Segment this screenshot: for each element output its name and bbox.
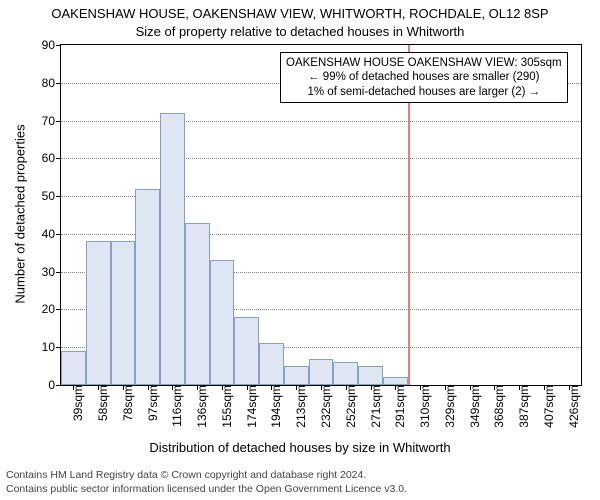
xtick-label: 387sqm <box>515 385 531 428</box>
footer-line-2: Contains public sector information licen… <box>6 482 407 496</box>
xtick-label: 291sqm <box>391 385 407 428</box>
gridline <box>61 121 581 122</box>
xtick-label: 136sqm <box>193 385 209 428</box>
histogram-bar <box>160 113 185 385</box>
xtick-label: 39sqm <box>69 385 85 421</box>
xtick-label: 329sqm <box>441 385 457 428</box>
histogram-bar <box>111 241 136 385</box>
xtick-label: 349sqm <box>466 385 482 428</box>
histogram-bar <box>259 343 284 385</box>
xtick-label: 310sqm <box>416 385 432 428</box>
xtick-label: 155sqm <box>218 385 234 428</box>
xtick-label: 368sqm <box>490 385 506 428</box>
chart-container: OAKENSHAW HOUSE, OAKENSHAW VIEW, WHITWOR… <box>0 0 600 500</box>
annotation-line-3: 1% of semi-detached houses are larger (2… <box>286 85 562 99</box>
ytick-label: 50 <box>42 189 61 203</box>
xtick-label: 232sqm <box>317 385 333 428</box>
histogram-bar <box>185 223 210 385</box>
ytick-label: 80 <box>42 76 61 90</box>
y-axis-label: Number of detached properties <box>13 124 28 303</box>
histogram-bar <box>210 260 235 385</box>
xtick-label: 213sqm <box>292 385 308 428</box>
xtick-label: 58sqm <box>94 385 110 421</box>
ytick-label: 70 <box>42 114 61 128</box>
xtick-label: 252sqm <box>342 385 358 428</box>
histogram-bar <box>333 362 358 385</box>
histogram-bar <box>383 377 408 385</box>
annotation-box: OAKENSHAW HOUSE OAKENSHAW VIEW: 305sqm← … <box>280 52 568 103</box>
ytick-label: 0 <box>48 378 61 392</box>
ytick-label: 40 <box>42 227 61 241</box>
xtick-label: 194sqm <box>267 385 283 428</box>
ytick-label: 30 <box>42 265 61 279</box>
annotation-line-2: ← 99% of detached houses are smaller (29… <box>286 70 562 84</box>
ytick-label: 60 <box>42 151 61 165</box>
histogram-bar <box>234 317 259 385</box>
xtick-label: 97sqm <box>144 385 160 421</box>
xtick-label: 174sqm <box>243 385 259 428</box>
xtick-label: 78sqm <box>119 385 135 421</box>
chart-title-sub: Size of property relative to detached ho… <box>0 24 600 39</box>
histogram-bar <box>309 359 334 385</box>
histogram-bar <box>86 241 111 385</box>
histogram-bar <box>358 366 383 385</box>
histogram-bar <box>284 366 309 385</box>
histogram-bar <box>135 189 160 385</box>
gridline <box>61 158 581 159</box>
ytick-label: 20 <box>42 302 61 316</box>
xtick-label: 116sqm <box>168 385 184 427</box>
footer-attribution: Contains HM Land Registry data © Crown c… <box>6 468 407 496</box>
xtick-label: 271sqm <box>367 385 383 428</box>
x-axis-label: Distribution of detached houses by size … <box>0 440 600 455</box>
footer-line-1: Contains HM Land Registry data © Crown c… <box>6 468 407 482</box>
ytick-label: 90 <box>42 38 61 52</box>
xtick-label: 407sqm <box>540 385 556 428</box>
chart-title-main: OAKENSHAW HOUSE, OAKENSHAW VIEW, WHITWOR… <box>0 6 600 21</box>
histogram-bar <box>61 351 86 385</box>
annotation-line-1: OAKENSHAW HOUSE OAKENSHAW VIEW: 305sqm <box>286 56 562 70</box>
xtick-label: 426sqm <box>565 385 581 428</box>
ytick-label: 10 <box>42 340 61 354</box>
